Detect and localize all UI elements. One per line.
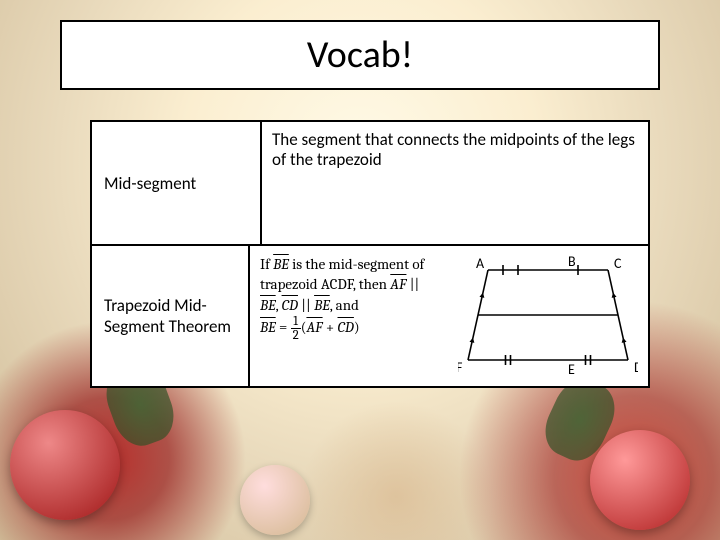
segment-af: AF	[390, 275, 406, 293]
numerator: 1	[291, 315, 301, 329]
term-cell: Trapezoid Mid-Segment Theorem	[92, 246, 250, 386]
table-row: Mid-segment The segment that connects th…	[92, 122, 648, 246]
definition-cell: If BE is the mid-segment of trapezoid AC…	[250, 246, 648, 386]
svg-text:B: B	[568, 253, 576, 270]
svg-text:D: D	[634, 359, 638, 376]
table-row: Trapezoid Mid-Segment Theorem If BE is t…	[92, 246, 648, 386]
definition-text: The segment that connects the midpoints …	[272, 129, 635, 170]
parallel-symbol: ||	[298, 296, 314, 314]
segment-cd: CD	[282, 296, 298, 314]
svg-text:F: F	[458, 359, 463, 376]
segment-be: BE	[260, 318, 276, 336]
svg-text:E: E	[568, 361, 575, 378]
svg-text:A: A	[476, 255, 485, 272]
definition-cell: The segment that connects the midpoints …	[262, 122, 648, 244]
fraction: 12	[291, 315, 301, 342]
trapezoid-svg: A C F D B E	[458, 252, 638, 380]
slide-background: Vocab! Mid-segment The segment that conn…	[0, 0, 720, 540]
segment-cd: CD	[338, 318, 354, 336]
parallel-symbol: ||	[406, 275, 419, 293]
term-label: Mid-segment	[104, 173, 196, 194]
segment-be: BE	[314, 296, 330, 314]
page-title: Vocab!	[307, 32, 413, 78]
trapezoid-diagram: A C F D B E	[458, 254, 638, 378]
term-label: Trapezoid Mid-Segment Theorem	[104, 295, 236, 337]
plus-symbol: +	[323, 318, 338, 336]
term-cell: Mid-segment	[92, 122, 262, 244]
denominator: 2	[291, 329, 301, 342]
ornament-red	[10, 410, 120, 520]
ornament-red	[590, 430, 690, 530]
text: If	[260, 255, 273, 273]
theorem-text: If BE is the mid-segment of trapezoid AC…	[260, 254, 450, 378]
segment-be: BE	[273, 255, 289, 273]
segment-be: BE	[260, 296, 276, 314]
vocab-table: Mid-segment The segment that connects th…	[90, 120, 650, 388]
text: )	[354, 318, 360, 336]
segment-af: AF	[306, 318, 322, 336]
title-card: Vocab!	[60, 20, 660, 90]
text: , and	[330, 296, 359, 314]
ornament-cream	[240, 465, 310, 535]
svg-text:C: C	[614, 255, 622, 272]
equals-symbol: =	[276, 318, 291, 336]
